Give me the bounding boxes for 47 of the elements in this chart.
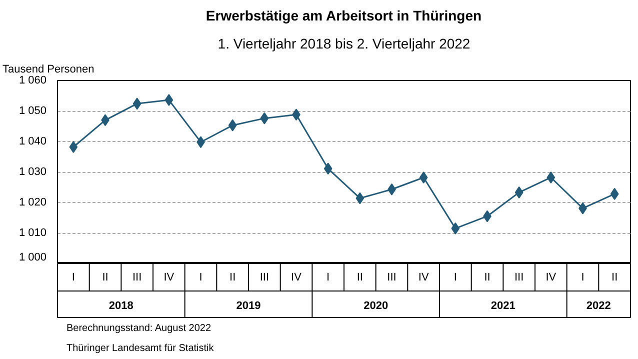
y-tick-label: 1 000 xyxy=(18,252,47,264)
text: Berechnungsstand: August 2022 xyxy=(66,323,212,334)
point xyxy=(69,140,78,153)
text: 2022 xyxy=(586,300,611,312)
y-tick-label: 1 060 xyxy=(18,74,47,86)
point xyxy=(132,98,142,110)
point xyxy=(260,112,269,124)
chart-title: Erwerbstätige am Arbeitsort in Thüringen xyxy=(206,8,482,24)
x-tick-label: IV xyxy=(164,271,175,284)
x-tick-label: IV xyxy=(291,271,302,284)
text: 2021 xyxy=(490,300,516,312)
point xyxy=(419,171,428,184)
y-tick-label: 1 050 xyxy=(18,105,47,117)
x-tick-label: I xyxy=(199,271,202,284)
point xyxy=(514,186,524,198)
chart-subtitle: 1. Vierteljahr 2018 bis 2. Vierteljahr 2022 xyxy=(218,36,470,52)
text: Thüringer Landesamt für Statistik xyxy=(66,343,215,354)
x-tick-label: III xyxy=(387,271,396,284)
x-tick-label: II xyxy=(356,271,363,284)
x-tick-label: II xyxy=(612,271,618,284)
point xyxy=(546,171,556,184)
x-tick-label: I xyxy=(326,271,330,284)
x-tick-label: III xyxy=(514,271,524,284)
point xyxy=(228,119,237,132)
y-tick-label: 1 010 xyxy=(18,227,47,239)
x-tick-label: II xyxy=(102,271,108,284)
point xyxy=(324,162,332,175)
text: 2018 xyxy=(108,300,134,312)
x-tick-label: II xyxy=(484,271,490,284)
text: 2020 xyxy=(364,300,388,312)
x-tick-label: III xyxy=(260,271,270,284)
text: 2019 xyxy=(236,300,261,312)
y-tick-label: 1 020 xyxy=(18,196,47,208)
x-tick-label: II xyxy=(230,271,236,284)
point xyxy=(610,188,619,200)
x-tick-label: III xyxy=(132,271,142,284)
x-tick-label: I xyxy=(72,271,75,284)
x-tick-label: I xyxy=(581,271,584,284)
point xyxy=(451,222,460,234)
x-tick-label: I xyxy=(454,271,457,284)
x-tick-label: IV xyxy=(418,271,430,284)
y-tick-label: 1 030 xyxy=(18,166,47,178)
point xyxy=(356,192,364,204)
point xyxy=(164,94,174,106)
y-axis-title: Tausend Personen xyxy=(2,64,94,76)
y-tick-label: 1 040 xyxy=(18,136,47,148)
x-tick-label: IV xyxy=(546,271,557,284)
